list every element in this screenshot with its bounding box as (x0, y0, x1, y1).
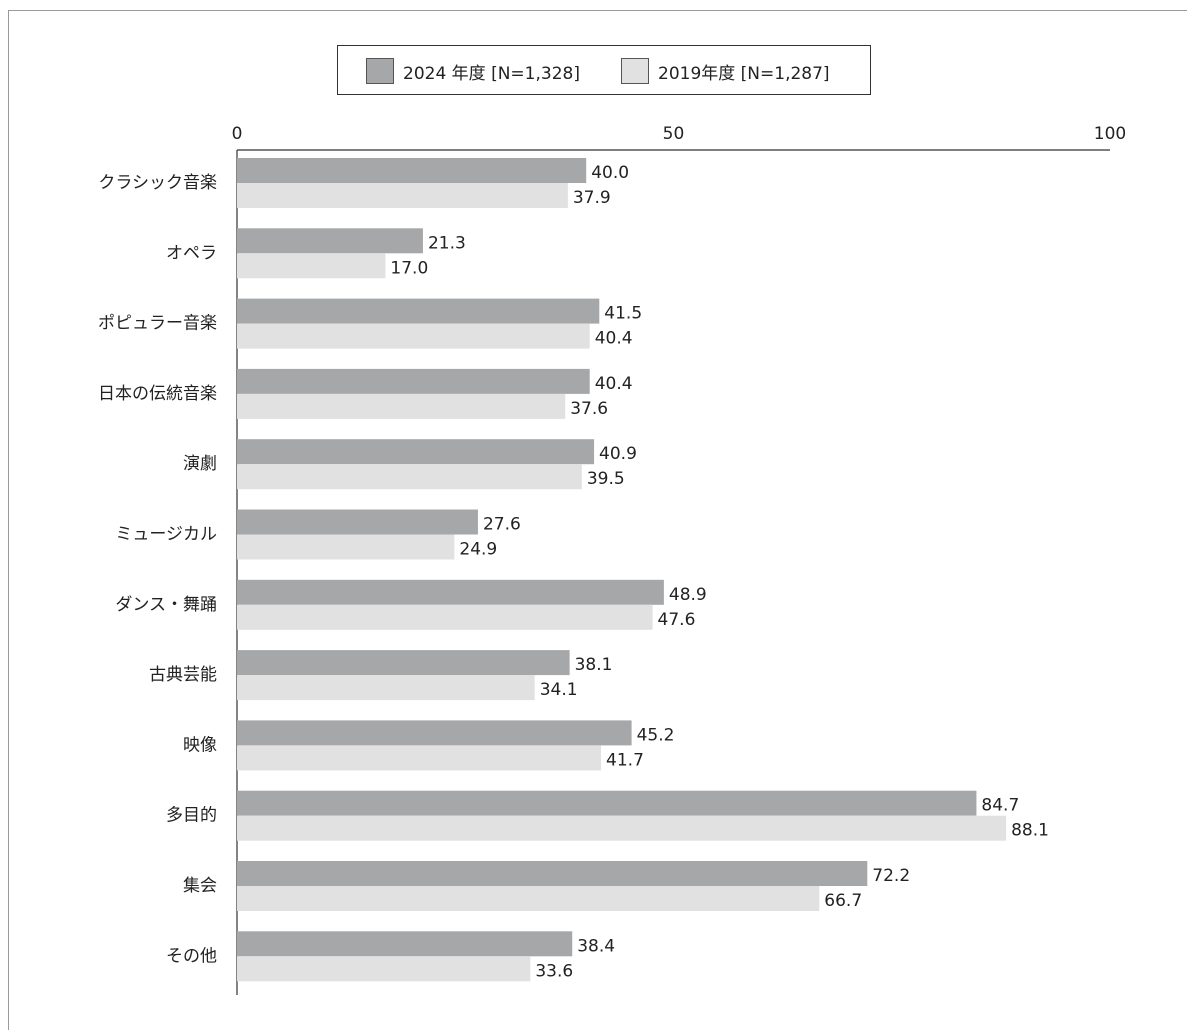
bar-2024-11 (237, 931, 573, 957)
category-label-3: 日本の伝統音楽 (98, 384, 217, 404)
bar-2019-2 (237, 323, 590, 349)
category-label-0: クラシック音楽 (98, 173, 217, 193)
category-label-11: その他 (166, 946, 217, 966)
value-label-2024-3: 40.4 (595, 374, 633, 394)
bar-2024-10 (237, 861, 868, 886)
value-label-2024-11: 38.4 (577, 936, 615, 956)
value-label-2019-9: 88.1 (1011, 821, 1049, 841)
value-label-2019-2: 40.4 (595, 329, 633, 349)
bar-2024-4 (237, 439, 595, 465)
value-label-2024-1: 21.3 (428, 233, 466, 253)
value-label-2024-10: 72.2 (872, 866, 910, 886)
value-label-2019-0: 37.9 (573, 188, 611, 208)
bar-2024-7 (237, 650, 570, 676)
category-label-2: ポピュラー音楽 (98, 314, 217, 334)
bar-2019-10 (237, 886, 820, 911)
bar-2019-5 (237, 534, 455, 560)
value-label-2024-0: 40.0 (591, 163, 629, 183)
legend-item-2024: 2024 年度 [N=1,328] (366, 58, 580, 84)
bar-2024-6 (237, 579, 664, 605)
bar-2019-7 (237, 675, 535, 701)
bar-2019-0 (237, 183, 568, 208)
legend-swatch-2019 (621, 58, 649, 84)
bar-2024-8 (237, 720, 632, 746)
value-label-2019-7: 34.1 (540, 680, 578, 700)
category-label-9: 多目的 (166, 806, 217, 826)
legend-label-2019: 2019年度 [N=1,287] (658, 63, 830, 84)
value-label-2024-2: 41.5 (604, 304, 642, 324)
bar-2019-9 (237, 815, 1007, 841)
value-label-2024-6: 48.9 (669, 585, 707, 605)
value-label-2024-9: 84.7 (981, 796, 1019, 816)
value-label-2019-10: 66.7 (824, 891, 862, 911)
legend-label-2024: 2024 年度 [N=1,328] (403, 63, 580, 84)
value-label-2019-3: 37.6 (570, 399, 608, 419)
category-label-6: ダンス・舞踊 (115, 595, 217, 615)
legend-item-2019: 2019年度 [N=1,287] (621, 58, 830, 84)
value-label-2024-4: 40.9 (599, 444, 637, 464)
bar-2024-0 (237, 158, 587, 183)
category-label-4: 演劇 (183, 454, 217, 474)
bar-2019-4 (237, 464, 582, 490)
value-label-2019-1: 17.0 (390, 258, 428, 278)
bar-2024-9 (237, 790, 977, 816)
bar-2024-5 (237, 509, 478, 535)
bar-2024-2 (237, 298, 600, 324)
legend-swatch-2024 (366, 58, 394, 84)
bar-2019-3 (237, 393, 566, 419)
bar-2019-6 (237, 604, 653, 630)
value-label-2024-7: 38.1 (575, 655, 613, 675)
value-label-2019-11: 33.6 (535, 961, 573, 981)
value-label-2019-4: 39.5 (587, 469, 625, 489)
x-tick-label-0: 0 (232, 124, 243, 144)
bar-2019-1 (237, 253, 386, 279)
bar-2019-11 (237, 956, 531, 982)
value-label-2019-5: 24.9 (459, 540, 497, 560)
chart-frame (8, 10, 1187, 1030)
category-label-5: ミュージカル (115, 525, 217, 545)
bar-2024-3 (237, 368, 590, 394)
category-label-7: 古典芸能 (149, 665, 217, 685)
value-label-2019-6: 47.6 (658, 610, 696, 630)
category-label-10: 集会 (183, 876, 217, 896)
category-label-1: オペラ (166, 243, 217, 263)
x-tick-label-1: 50 (663, 124, 685, 144)
category-label-8: 映像 (183, 735, 217, 755)
value-label-2024-8: 45.2 (637, 725, 675, 745)
value-label-2024-5: 27.6 (483, 515, 521, 535)
bar-2019-8 (237, 745, 602, 771)
value-label-2019-8: 41.7 (606, 750, 644, 770)
x-tick-label-2: 100 (1094, 124, 1126, 144)
bar-2024-1 (237, 228, 423, 254)
legend: 2024 年度 [N=1,328] 2019年度 [N=1,287] (337, 45, 871, 95)
